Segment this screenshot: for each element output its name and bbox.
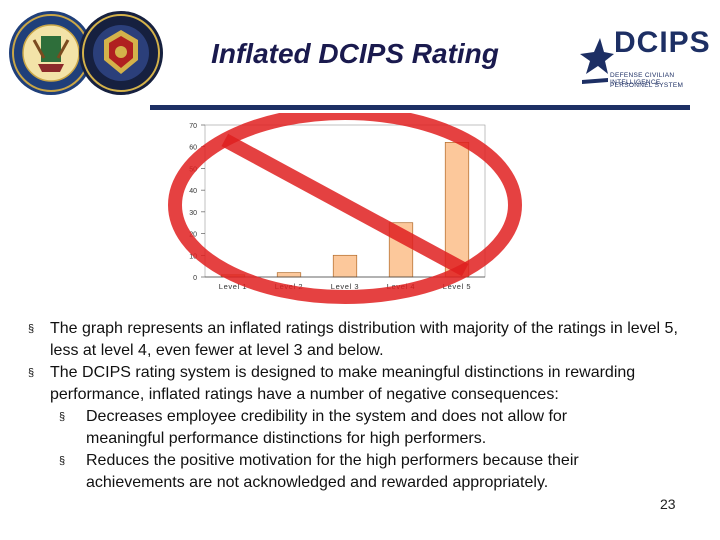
sub-bullet-item: § Reduces the positive motivation for th… (28, 450, 700, 494)
bullet-marker: § (28, 323, 35, 335)
bullet-marker: § (59, 411, 66, 423)
bullet-marker: § (59, 455, 66, 467)
page-number: 23 (660, 496, 676, 512)
x-tick-label: Level 1 (219, 282, 247, 291)
y-tick-label: 60 (189, 145, 197, 152)
dcips-subtitle-line2: PERSONNEL SYSTEM (610, 82, 684, 89)
dcips-logo: DCIPS DEFENSE CIVILIAN INTELLIGENCE PERS… (578, 24, 711, 96)
dcips-subtitle-line1: DEFENSE CIVILIAN INTELLIGENCE (610, 72, 675, 86)
slide-title: Inflated DCIPS Rating (211, 38, 499, 69)
bullet-item: § The graph represents an inflated ratin… (28, 318, 700, 362)
sub-bullet-text: Decreases employee credibility in the sy… (86, 408, 568, 447)
bullet-item: § The DCIPS rating system is designed to… (28, 362, 700, 406)
sub-bullet-item: § Decreases employee credibility in the … (28, 406, 700, 450)
bullet-list: § The graph represents an inflated ratin… (28, 318, 700, 494)
prohibition-slash (221, 133, 469, 277)
x-tick-label: Level 5 (443, 282, 471, 291)
bullet-text: The DCIPS rating system is designed to m… (50, 364, 636, 403)
prohibition-circle (168, 106, 522, 304)
y-tick-label: 30 (189, 210, 197, 217)
bullet-text: The graph represents an inflated ratings… (50, 320, 678, 359)
x-tick-label: Level 3 (331, 282, 359, 291)
dcips-star-icon (580, 38, 614, 84)
dcips-wordmark: DCIPS (614, 26, 711, 59)
y-tick-label: 10 (189, 253, 197, 260)
chart-bar (276, 272, 302, 278)
y-tick-label: 40 (189, 188, 197, 195)
dia-seal-logo (78, 10, 164, 96)
bullet-marker: § (28, 367, 35, 379)
y-tick-label: 0 (193, 275, 197, 282)
chart-bar (332, 254, 358, 278)
y-tick-label: 20 (189, 232, 197, 239)
header-rule (150, 105, 690, 110)
y-tick-label: 70 (189, 123, 197, 130)
army-seal-logo (8, 10, 94, 96)
sub-bullet-text: Reduces the positive motivation for the … (86, 452, 579, 491)
ratings-bar-chart: 0 10 20 30 40 50 60 70 Level 1 Level 2 Level 3 Leve… (145, 106, 545, 313)
